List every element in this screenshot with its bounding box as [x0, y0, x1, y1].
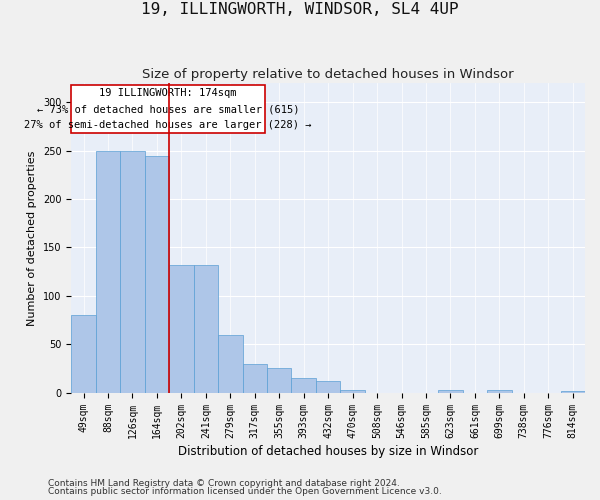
Bar: [120, 151, 145, 392]
Text: ← 73% of detached houses are smaller (615): ← 73% of detached houses are smaller (61…: [37, 104, 299, 114]
Bar: [242, 364, 267, 392]
Bar: [340, 390, 365, 392]
FancyBboxPatch shape: [71, 85, 265, 134]
Bar: [267, 368, 292, 392]
Y-axis label: Number of detached properties: Number of detached properties: [28, 150, 37, 326]
Text: 27% of semi-detached houses are larger (228) →: 27% of semi-detached houses are larger (…: [24, 120, 311, 130]
Bar: [316, 381, 340, 392]
Bar: [560, 390, 585, 392]
Text: 19, ILLINGWORTH, WINDSOR, SL4 4UP: 19, ILLINGWORTH, WINDSOR, SL4 4UP: [141, 2, 459, 18]
Bar: [218, 334, 242, 392]
Bar: [169, 265, 194, 392]
Bar: [71, 315, 96, 392]
Bar: [438, 390, 463, 392]
Text: Contains HM Land Registry data © Crown copyright and database right 2024.: Contains HM Land Registry data © Crown c…: [48, 478, 400, 488]
Bar: [487, 390, 512, 392]
Text: 19 ILLINGWORTH: 174sqm: 19 ILLINGWORTH: 174sqm: [99, 88, 236, 98]
Bar: [96, 151, 120, 392]
X-axis label: Distribution of detached houses by size in Windsor: Distribution of detached houses by size …: [178, 444, 478, 458]
Text: Contains public sector information licensed under the Open Government Licence v3: Contains public sector information licen…: [48, 487, 442, 496]
Title: Size of property relative to detached houses in Windsor: Size of property relative to detached ho…: [142, 68, 514, 80]
Bar: [145, 156, 169, 392]
Bar: [194, 265, 218, 392]
Bar: [292, 378, 316, 392]
